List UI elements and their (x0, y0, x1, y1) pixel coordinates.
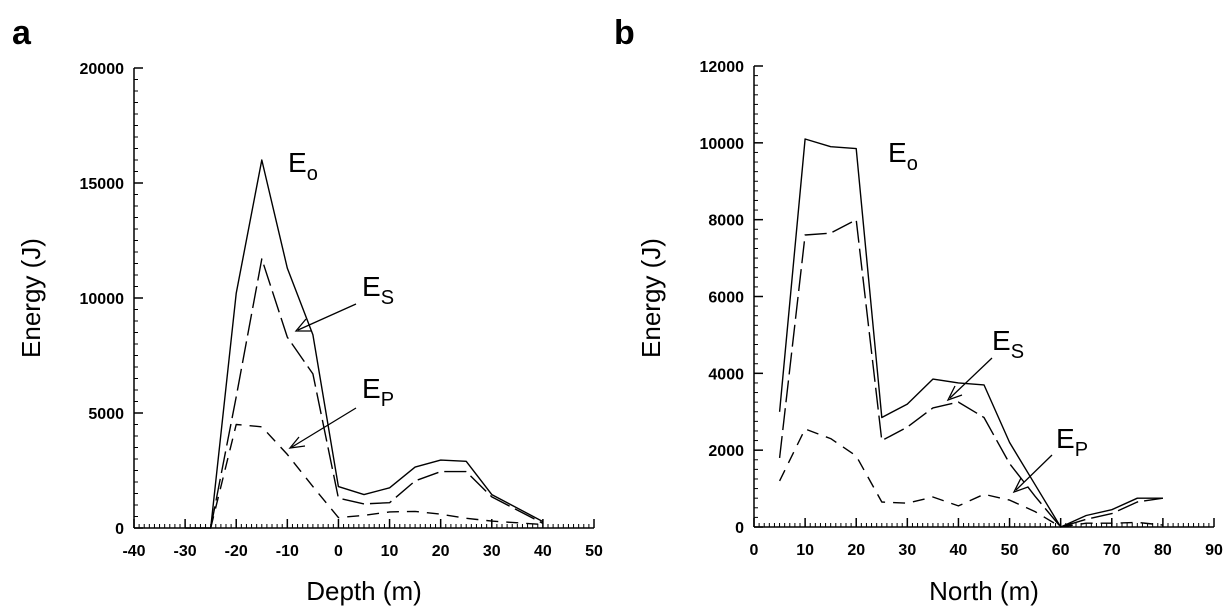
panel-a-x-axis-title: Depth (m) (306, 576, 422, 606)
x-tick-label: -40 (122, 543, 145, 560)
y-tick-label: 12000 (700, 59, 745, 76)
x-tick-label: 20 (432, 543, 450, 560)
x-tick-label: 50 (1001, 542, 1019, 559)
y-tick-label: 20000 (80, 61, 125, 78)
x-tick-label: 30 (483, 543, 501, 560)
panel-a-label-es: ES (362, 271, 394, 309)
panel-b: b 0 10 20 30 40 50 60 70 80 90 0 2000 4000 6000 8000 1… (614, 14, 1223, 606)
panel-b-y-ticks: 0 2000 4000 6000 8000 10000 12000 (700, 59, 763, 537)
panel-b-minor-ticks (753, 65, 1215, 528)
x-tick-label: 70 (1103, 542, 1121, 559)
series-line-eo (778, 138, 1163, 528)
panel-a: a -40 -30 -20 -10 0 10 20 30 40 50 0 5000 10000 1500… (12, 14, 603, 606)
y-tick-label: 2000 (708, 443, 744, 460)
y-tick-label: 0 (735, 520, 744, 537)
x-tick-label: 40 (534, 543, 552, 560)
panel-a-label-ep: EP (362, 373, 394, 411)
panel-a-label-eo: Eo (288, 147, 318, 185)
y-tick-label: 10000 (80, 291, 125, 308)
x-tick-label: -30 (174, 543, 197, 560)
series-line-ep (210, 423, 543, 529)
x-tick-label: -20 (225, 543, 248, 560)
panel-a-arrow-ep (288, 407, 357, 449)
x-tick-label: 40 (950, 542, 968, 559)
x-tick-label: 60 (1052, 542, 1070, 559)
x-tick-label: 0 (334, 543, 343, 560)
panel-a-arrow-es (294, 303, 357, 332)
x-tick-label: 80 (1154, 542, 1172, 559)
y-tick-label: 10000 (700, 136, 745, 153)
x-tick-label: 10 (381, 543, 399, 560)
panel-b-label-eo: Eo (888, 137, 918, 175)
y-tick-label: 4000 (708, 366, 744, 383)
x-tick-label: 90 (1205, 542, 1223, 559)
panel-a-y-axis-title: Energy (J) (16, 238, 46, 358)
panel-b-letter: b (614, 14, 635, 52)
y-tick-label: 6000 (708, 290, 744, 307)
x-tick-label: 10 (796, 542, 814, 559)
panel-b-series (778, 138, 1164, 528)
series-line-eo (185, 159, 544, 529)
panel-a-letter: a (12, 14, 32, 52)
y-tick-label: 0 (115, 521, 124, 538)
x-tick-label: 30 (898, 542, 916, 559)
x-tick-label: 0 (750, 542, 759, 559)
panel-b-label-es: ES (992, 325, 1024, 363)
series-line-es (210, 258, 544, 529)
panel-b-label-ep: EP (1056, 423, 1088, 461)
y-tick-label: 8000 (708, 213, 744, 230)
panel-b-x-axis-title: North (m) (929, 576, 1039, 606)
series-line-ep (778, 428, 1163, 528)
panel-b-y-axis-title: Energy (J) (636, 238, 666, 358)
x-tick-label: 20 (847, 542, 865, 559)
panel-b-arrow-es (946, 357, 993, 402)
y-tick-label: 15000 (80, 176, 125, 193)
x-tick-label: -10 (276, 543, 299, 560)
panel-b-arrow-ep (1012, 454, 1053, 494)
x-tick-label: 50 (585, 543, 603, 560)
panel-a-series (185, 159, 544, 529)
panel-b-x-ticks: 0 10 20 30 40 50 60 70 80 90 (750, 518, 1223, 559)
y-tick-label: 5000 (88, 406, 124, 423)
series-line-es (778, 218, 1164, 528)
panel-a-x-ticks: -40 -30 -20 -10 0 10 20 30 40 50 (122, 519, 603, 560)
panel-a-y-ticks: 0 5000 10000 15000 20000 (80, 61, 143, 538)
